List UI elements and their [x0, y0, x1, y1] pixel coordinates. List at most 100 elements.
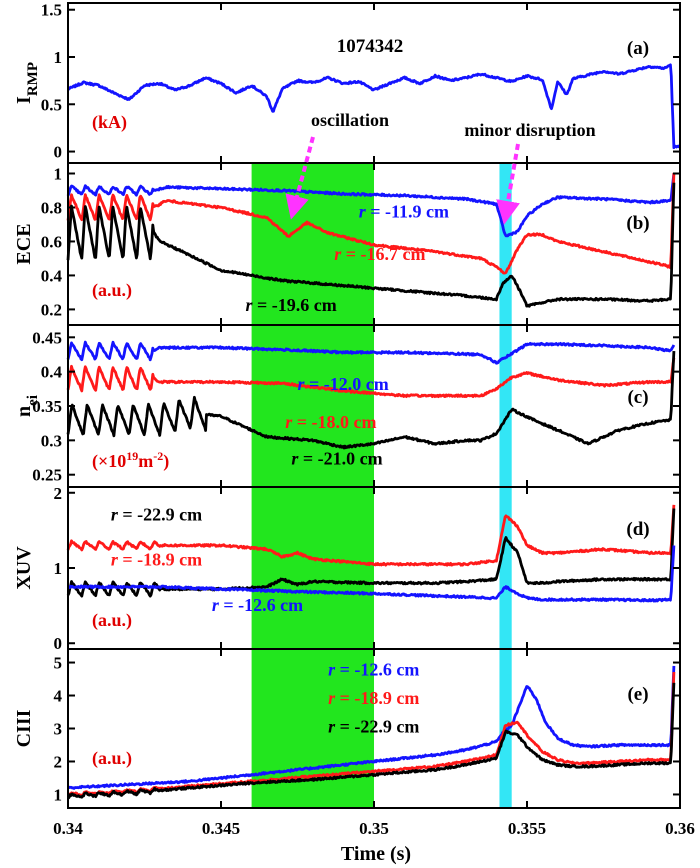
y-axis-label-main: CIII [13, 709, 35, 747]
series-label-black: r = -22.9 cm [328, 716, 419, 736]
units-text: (×10 [92, 451, 126, 472]
x-axis-label: Time (s) [341, 843, 411, 865]
y-tick-label: 0.3 [41, 431, 62, 450]
series-label-value: = -16.7 cm [341, 244, 425, 264]
series-label-red: r = -18.9 cm [328, 688, 419, 708]
y-axis-label: ECE [13, 223, 35, 264]
units-label: (a.u.) [92, 280, 132, 301]
series-line-blue [66, 340, 676, 365]
series-line-red [66, 504, 676, 567]
series-label-r: r [298, 374, 306, 394]
overlay-annotations: 1074342 oscillation minor disruption [285, 36, 596, 225]
shaded-band-green [251, 163, 374, 808]
series-label-value: = -11.9 cm [366, 202, 449, 222]
units-sup: 19 [126, 449, 138, 463]
y-tick-label: 0.4 [41, 266, 63, 285]
series-label-red: r = -18.9 cm [111, 550, 202, 570]
panel-letter: (c) [627, 387, 648, 408]
series-line-red [67, 671, 676, 798]
y-tick-label: 5 [54, 654, 63, 673]
y-tick-label: 0.25 [32, 466, 62, 485]
y-tick-label: 2 [54, 484, 63, 503]
y-axis-label-sub: RMP [25, 62, 41, 96]
series-label-black: r = -22.9 cm [111, 505, 202, 525]
series-label-value: = -19.6 cm [252, 295, 336, 315]
shaded-band-cyan [499, 163, 512, 808]
shaded-bands [251, 163, 512, 808]
y-tick-label: 0.35 [32, 397, 62, 416]
y-axis-label-main: ECE [13, 223, 35, 264]
y-tick-label: 1 [54, 164, 63, 183]
units-text: (kA) [92, 112, 127, 133]
x-tick-label: 0.35 [359, 819, 389, 838]
series-label-r: r [285, 412, 293, 432]
series-label-value: = -12.0 cm [305, 374, 389, 394]
series-label-r: r [291, 448, 299, 468]
series-label-value: = -22.9 cm [335, 716, 419, 736]
panel-letter: (a) [627, 38, 649, 59]
units-text: (a.u.) [92, 280, 132, 301]
series-line-blue [66, 173, 676, 238]
x-tick-label: 0.36 [665, 819, 695, 838]
y-axis-label: CIII [13, 709, 35, 747]
series-line-red [66, 172, 676, 275]
panel-c: 0.25 0.3 0.35 0.4 0.45 nei (×1019m-2) (c) r = -1… [13, 324, 681, 488]
annotation-oscillation: oscillation [311, 110, 389, 130]
panel-letter: (e) [627, 684, 648, 705]
annotation-minor-disruption: minor disruption [464, 120, 595, 140]
series-label-blue: r = -11.9 cm [359, 202, 449, 222]
series-label-r: r [359, 202, 367, 222]
y-tick-label: 0.4 [41, 363, 63, 382]
series-label-value: = -22.9 cm [118, 505, 202, 525]
series-line-black [66, 182, 676, 308]
series-label-value: = -12.6 cm [335, 660, 419, 680]
series-line-black [66, 508, 676, 598]
y-tick-label: 1 [54, 559, 63, 578]
series-line-blue [67, 665, 676, 790]
series-label-blue: r = -12.6 cm [212, 595, 303, 615]
series-label-value: = -12.6 cm [219, 595, 303, 615]
x-tick-label: 0.34 [53, 819, 83, 838]
series-label-value: = -21.0 cm [298, 448, 382, 468]
series-line-red [66, 357, 676, 398]
y-tick-label: 0 [54, 143, 63, 162]
y-tick-label: 0 [54, 634, 63, 653]
series-label-r: r [334, 244, 342, 264]
panel-a: 0 0.5 1 1.5 IRMP (kA) (a) [13, 1, 681, 164]
disruption-arrow [496, 143, 520, 225]
y-axis-label: nei [13, 395, 41, 417]
y-tick-label: 2 [54, 752, 63, 771]
panel-letter: (b) [626, 213, 649, 234]
x-tick-label: 0.345 [202, 819, 240, 838]
series-label-blue: r = -12.0 cm [298, 374, 389, 394]
shot-number: 1074342 [337, 36, 404, 57]
y-tick-label: 4 [54, 687, 63, 706]
y-tick-label: 1 [54, 48, 63, 67]
y-tick-label: 0.45 [32, 328, 62, 347]
series-label-black: r = -19.6 cm [245, 295, 336, 315]
y-axis-label: IRMP [13, 62, 41, 104]
series-label-red: r = -18.0 cm [285, 412, 376, 432]
oscillation-arrow [285, 136, 315, 220]
y-tick-label: 0.2 [41, 300, 62, 319]
units-tail: m [138, 451, 153, 471]
units-label: (a.u.) [92, 610, 132, 631]
series-label-black: r = -21.0 cm [291, 448, 382, 468]
x-tick-label: 0.355 [508, 819, 546, 838]
x-axis: 0.34 0.345 0.35 0.355 0.36 [53, 819, 695, 838]
y-tick-label: 0.8 [41, 198, 62, 217]
series-label-r: r [111, 505, 119, 525]
y-axis-label: XUV [13, 546, 35, 590]
y-axis-label-sub: ei [25, 395, 41, 406]
series-label-r: r [328, 660, 336, 680]
series-label-red: r = -16.7 cm [334, 244, 425, 264]
series-label-value: = -18.0 cm [292, 412, 376, 432]
series-label-blue: r = -12.6 cm [328, 660, 419, 680]
series-label-r: r [245, 295, 253, 315]
series-line-blue [67, 545, 676, 603]
units-tail-sup: -2 [153, 449, 163, 463]
units-text: (a.u.) [92, 748, 132, 769]
